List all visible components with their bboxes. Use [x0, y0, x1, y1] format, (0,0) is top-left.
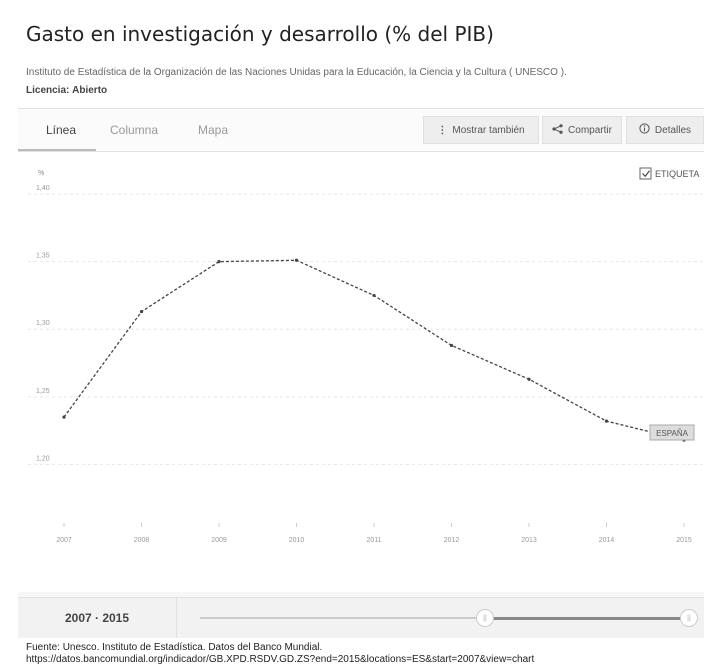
x-tick-label: 2013: [521, 537, 537, 544]
range-slider-track[interactable]: [200, 617, 694, 619]
data-point[interactable]: [217, 260, 221, 264]
series-line-espana: [63, 259, 685, 441]
x-tick-label: 2012: [444, 537, 460, 544]
page-subtitle: Instituto de Estadística de la Organizac…: [26, 67, 567, 78]
tab-linea[interactable]: Línea: [46, 123, 77, 137]
data-point[interactable]: [62, 415, 66, 419]
x-tick-label: 2007: [56, 537, 72, 544]
source-note: Fuente: Unesco. Instituto de Estadística…: [26, 642, 534, 666]
share-icon: [552, 123, 563, 137]
vertical-dots-icon: ⋮: [437, 124, 448, 136]
x-tick-label: 2009: [211, 537, 227, 544]
share-label: Compartir: [568, 124, 612, 136]
y-tick-label: 1,35: [36, 253, 50, 260]
label-toggle-text: ETIQUETA: [655, 169, 699, 179]
y-axis-label: %: [38, 170, 44, 177]
series-tag-box: [649, 424, 695, 441]
y-tick-label: 1,25: [36, 388, 50, 395]
y-tick-label: 1,40: [36, 185, 50, 192]
x-tick-label: 2010: [289, 537, 305, 544]
grip-icon: ||: [483, 614, 487, 622]
label-toggle[interactable]: ETIQUETA: [639, 167, 699, 180]
x-tick-label: 2015: [676, 537, 692, 544]
label-checkbox[interactable]: [639, 167, 652, 180]
data-point[interactable]: [449, 343, 454, 348]
license-value: Abierto: [72, 85, 108, 96]
range-slider-fill: [485, 617, 690, 620]
range-bar: 2007 · 2015 || ||: [18, 597, 704, 638]
data-point[interactable]: [294, 258, 299, 262]
series-tag-espana: ESPAÑA: [649, 424, 695, 441]
y-tick-label: 1,20: [36, 455, 50, 462]
active-tab-indicator: [18, 149, 96, 151]
data-point[interactable]: [604, 419, 609, 423]
data-point[interactable]: [139, 310, 144, 314]
show-also-button[interactable]: ⋮ Mostrar también: [423, 116, 539, 144]
range-label: 2007 · 2015: [18, 598, 177, 638]
x-tick-label: 2014: [599, 537, 615, 544]
license-label: Licencia:: [26, 85, 70, 96]
share-button[interactable]: Compartir: [542, 116, 622, 144]
check-icon: [642, 170, 650, 178]
x-tick-label: 2008: [134, 537, 150, 544]
line-chart: % 1,40 1,35 1,30 1,25 1,20 2007 2008 2009 2010 2…: [18, 152, 704, 592]
page-title: Gasto en investigación y desarrollo (% d…: [26, 22, 494, 46]
data-point[interactable]: [527, 377, 531, 381]
grip-icon: ||: [687, 614, 691, 622]
source-url: https://datos.bancomundial.org/indicador…: [26, 654, 535, 665]
tab-mapa[interactable]: Mapa: [198, 123, 229, 137]
range-end-handle[interactable]: ||: [680, 609, 698, 627]
details-button[interactable]: Detalles: [626, 116, 704, 144]
license-line: Licencia: Abierto: [26, 85, 107, 96]
x-tick-label: 2011: [366, 537, 381, 544]
y-tick-label: 1,30: [36, 320, 50, 327]
range-start-handle[interactable]: ||: [476, 609, 494, 627]
details-label: Detalles: [654, 124, 692, 136]
tab-columna[interactable]: Columna: [110, 123, 159, 137]
line-chart-svg: % 1,40 1,35 1,30 1,25 1,20 2007 2008 2009 2010 2…: [28, 167, 704, 544]
data-point[interactable]: [372, 293, 376, 298]
chart-panel: Línea Columna Mapa ⋮ Mostrar también Com…: [18, 108, 704, 638]
series-tag-text: ESPAÑA: [656, 429, 689, 438]
info-icon: [639, 123, 650, 137]
show-also-label: Mostrar también: [452, 124, 525, 136]
source-line: Fuente: Unesco. Instituto de Estadística…: [26, 642, 323, 653]
view-tabs: Línea Columna Mapa ⋮ Mostrar también Com…: [18, 109, 704, 152]
